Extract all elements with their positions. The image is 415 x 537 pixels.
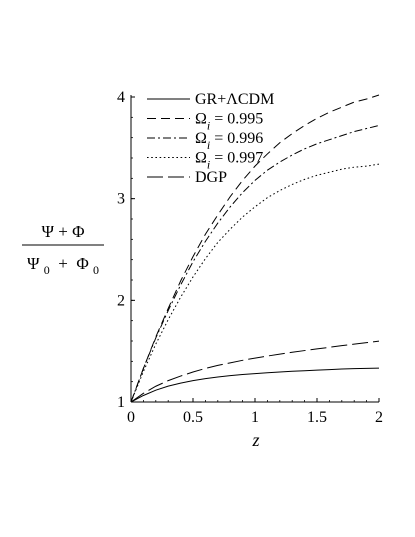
- legend-label-4: Ωi = 0.997: [195, 150, 263, 172]
- series-lines: [130, 94, 380, 403]
- legend-omega: Ω: [195, 150, 207, 167]
- legend-label-5: DGP: [195, 169, 227, 186]
- y-axis-label-denominator: Ψ 0 + Φ 0: [27, 254, 99, 278]
- y-tick-label: 2: [117, 292, 125, 309]
- denominator-plus: +: [54, 254, 72, 273]
- legend-value: = 0.996: [210, 130, 263, 147]
- x-tick-label: 0.5: [183, 409, 203, 426]
- legend-subscript: i: [207, 138, 210, 152]
- legend-value: = 0.995: [210, 111, 263, 128]
- legend-label-3: Ωi = 0.996: [195, 130, 263, 152]
- series-line-1: [130, 367, 380, 403]
- y-tick-label: 1: [117, 394, 125, 411]
- denominator-psi: Ψ: [27, 254, 40, 273]
- x-tick-label: 1: [251, 409, 259, 426]
- series-line-5: [130, 340, 380, 403]
- y-tick-label: 4: [117, 89, 125, 106]
- y-tick-label: 3: [117, 191, 125, 208]
- legend-label-2: Ωi = 0.995: [195, 111, 263, 133]
- x-tick-label: 0: [127, 409, 135, 426]
- x-axis-label: z: [251, 430, 259, 450]
- series-line-3: [130, 124, 380, 403]
- legend-omega: Ω: [195, 111, 207, 128]
- legend-label-1: GR+ΛCDM: [195, 91, 274, 108]
- axes: 0 0.5 1 1.5 2 1 2 3 4: [117, 89, 383, 426]
- legend-subscript: i: [207, 158, 210, 172]
- x-tick-label: 2: [375, 409, 383, 426]
- series-line-2: [130, 94, 380, 403]
- x-tick-label: 1.5: [307, 409, 327, 426]
- legend-value: = 0.997: [210, 150, 263, 167]
- legend-omega: Ω: [195, 130, 207, 147]
- y-axis-label: Ψ + Φ Ψ 0 + Φ 0: [22, 222, 104, 278]
- denominator-psi-subscript: 0: [44, 263, 50, 277]
- legend-subscript: i: [207, 119, 210, 133]
- y-axis-label-numerator: Ψ + Φ: [41, 222, 84, 241]
- denominator-phi: Φ: [76, 254, 88, 273]
- series-line-4: [130, 163, 380, 403]
- denominator-phi-subscript: 0: [93, 263, 99, 277]
